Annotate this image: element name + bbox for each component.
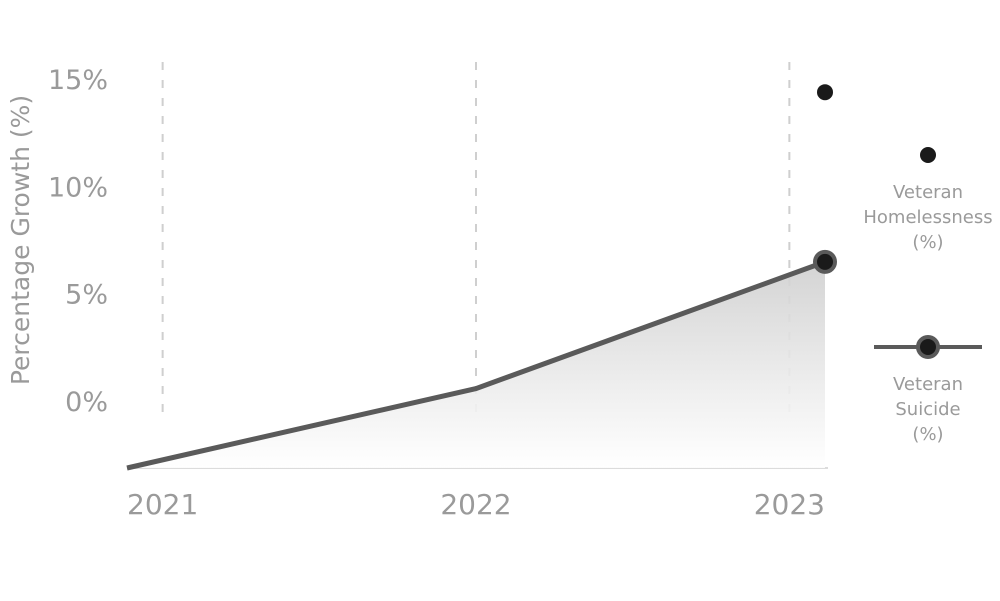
y-tick-label: 15%: [48, 65, 108, 96]
legend-label: Veteran Homelessness (%): [863, 182, 992, 253]
legend-item: Veteran Homelessness (%): [863, 147, 993, 253]
y-tick-label: 5%: [65, 280, 108, 311]
area: [127, 261, 825, 468]
y-tick-label: 0%: [65, 387, 108, 418]
legend-label: Veteran Suicide (%): [893, 374, 963, 445]
legend-marker: [920, 147, 936, 163]
legend-item: Veteran Suicide (%): [874, 335, 982, 445]
y-axis-label: Percentage Growth (%): [6, 95, 35, 385]
x-tick-label: 2023: [754, 488, 825, 521]
legend-marker: [916, 335, 940, 359]
x-tick-label: 2022: [440, 488, 511, 521]
end-marker: [813, 249, 837, 274]
x-tick-label: 2021: [127, 488, 198, 521]
series-line: [126, 259, 826, 471]
point: [817, 84, 833, 101]
y-tick-label: 10%: [48, 172, 108, 203]
